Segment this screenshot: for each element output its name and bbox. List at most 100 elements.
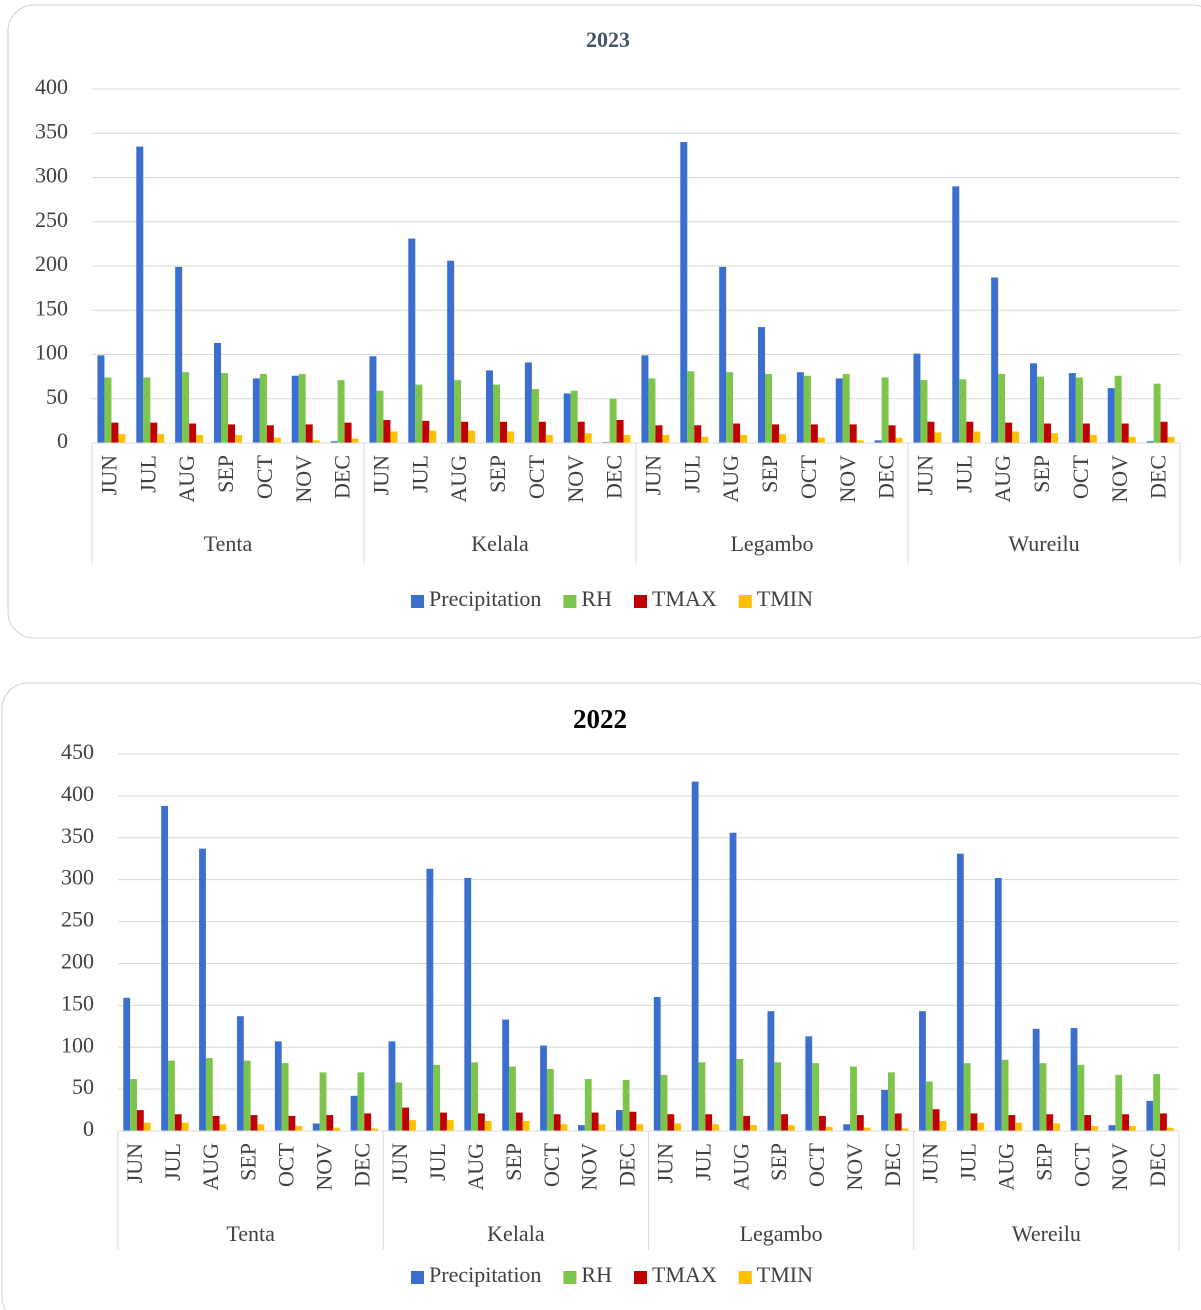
x-tick-label: NOV: [577, 1143, 602, 1191]
chart-card: [1, 682, 1201, 1310]
bar: [655, 425, 663, 443]
bar: [376, 390, 384, 443]
bar: [426, 868, 434, 1131]
bar: [484, 1120, 492, 1131]
x-tick-label: JUL: [425, 1143, 450, 1181]
legend-label: RH: [581, 1262, 612, 1287]
bar: [1039, 1063, 1047, 1131]
bar: [805, 1036, 813, 1131]
bar: [849, 424, 857, 443]
bar: [1050, 433, 1058, 443]
bar: [546, 1069, 554, 1131]
bar: [351, 438, 359, 443]
bar: [189, 423, 197, 443]
bar: [1153, 1074, 1161, 1131]
x-tick-label: SEP: [766, 1143, 791, 1181]
y-tick-label: 50: [46, 384, 68, 409]
x-tick-label: NOV: [291, 455, 316, 503]
x-tick-label: AUG: [463, 1143, 488, 1191]
x-tick-label: AUG: [198, 1143, 223, 1191]
bar: [835, 378, 843, 443]
x-tick-label: NOV: [1107, 455, 1132, 503]
bar: [842, 373, 850, 443]
bar: [729, 832, 737, 1131]
bar: [687, 371, 695, 443]
bar: [701, 436, 709, 443]
bar: [636, 1124, 644, 1131]
bar: [219, 1124, 227, 1131]
x-tick-label: JUN: [122, 1143, 147, 1183]
bar: [629, 1111, 637, 1131]
bar: [143, 377, 151, 443]
bar: [333, 1127, 341, 1131]
bar: [388, 1041, 396, 1131]
bar: [390, 431, 398, 443]
legend-swatch: [563, 595, 577, 608]
bar: [212, 1115, 220, 1131]
bar: [674, 1123, 682, 1131]
bar: [509, 1066, 516, 1131]
bar: [966, 421, 974, 443]
bar: [1128, 1125, 1136, 1131]
bar: [956, 853, 964, 1131]
x-tick-label: SEP: [1031, 1143, 1056, 1181]
x-tick-label: JUN: [387, 1143, 412, 1183]
bar: [136, 146, 144, 443]
y-tick-label: 400: [61, 781, 94, 806]
bar: [894, 1113, 902, 1131]
x-tick-label: OCT: [796, 454, 821, 499]
bar: [803, 375, 811, 443]
group-label: Wereilu: [1012, 1221, 1081, 1246]
x-tick-label: AUG: [728, 1143, 753, 1191]
bar: [350, 1095, 358, 1131]
bar: [925, 1081, 933, 1131]
bar: [939, 1120, 947, 1131]
bar: [236, 1016, 244, 1131]
bar: [288, 1115, 296, 1131]
legend-swatch: [411, 595, 425, 608]
x-tick-label: SEP: [485, 455, 510, 493]
bar: [1115, 1074, 1123, 1131]
bar: [743, 1115, 751, 1131]
x-tick-label: SEP: [1029, 455, 1054, 493]
bar: [1001, 1059, 1009, 1131]
bar: [563, 393, 571, 443]
bar: [1084, 1115, 1092, 1131]
y-tick-label: 100: [35, 340, 68, 365]
bar: [1128, 436, 1136, 443]
bar: [402, 1107, 410, 1131]
bar: [963, 1063, 971, 1131]
group-label: Legambo: [740, 1221, 823, 1246]
legend-swatch: [411, 1271, 425, 1284]
bar: [181, 1122, 189, 1131]
bar: [1005, 422, 1013, 443]
bar: [888, 425, 896, 443]
y-tick-label: 250: [61, 907, 94, 932]
bar: [214, 342, 222, 443]
bar: [234, 435, 242, 443]
legend-swatch: [633, 595, 647, 608]
bar: [1160, 421, 1168, 443]
legend-label: Precipitation: [429, 586, 541, 611]
bar: [409, 1120, 416, 1131]
y-tick-label: 350: [35, 118, 68, 143]
bar: [994, 877, 1002, 1131]
bar: [934, 432, 942, 443]
bar: [305, 424, 313, 443]
x-tick-label: AUG: [446, 455, 471, 503]
bar: [1146, 1100, 1154, 1131]
x-tick-label: OCT: [524, 454, 549, 499]
bar: [493, 384, 500, 443]
bar: [440, 1112, 447, 1131]
x-tick-label: JUN: [652, 1143, 677, 1183]
x-tick-label: AUG: [994, 1143, 1019, 1191]
x-tick-label: SEP: [757, 455, 782, 493]
x-tick-label: OCT: [274, 1142, 299, 1187]
x-tick-label: NOV: [842, 1143, 867, 1191]
bar: [259, 373, 267, 443]
bar: [150, 422, 158, 443]
bar: [522, 1120, 530, 1131]
bar: [570, 390, 578, 443]
x-tick-label: DEC: [880, 1143, 905, 1187]
bar: [1053, 1123, 1061, 1131]
